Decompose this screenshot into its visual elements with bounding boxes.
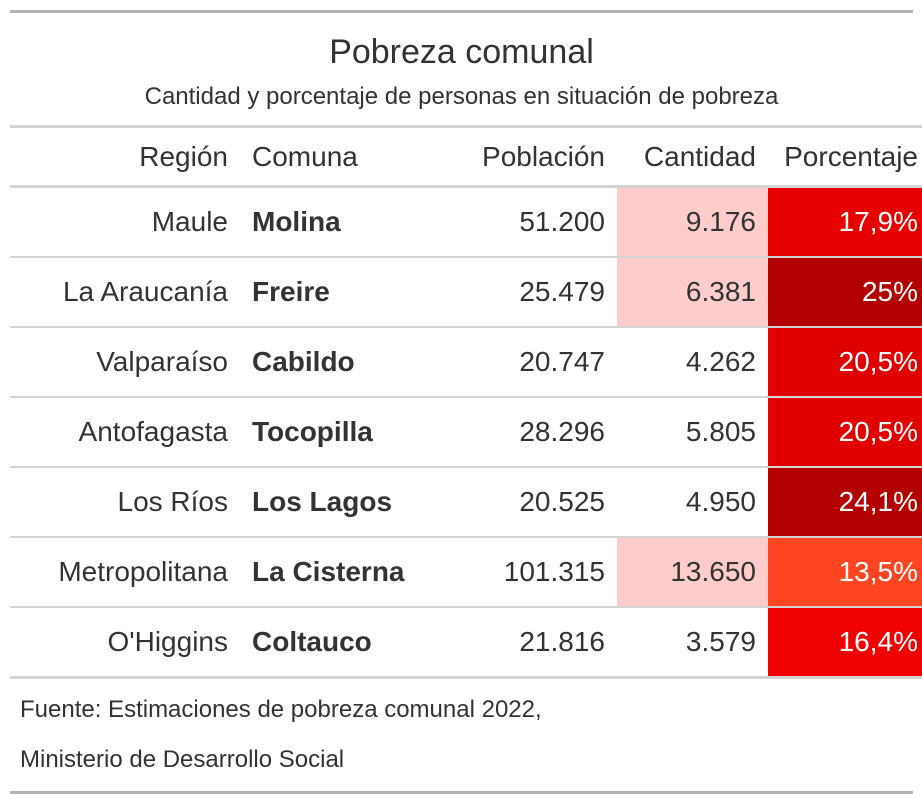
cell-comuna: Los Lagos [240,467,452,538]
cell-region: La Araucanía [10,257,240,328]
cell-comuna: La Cisterna [240,537,452,608]
cell-porcentaje: 24,1% [768,467,922,538]
cell-porcentaje: 17,9% [768,186,922,258]
table-title: Pobreza comunal [329,33,594,71]
cell-region: Metropolitana [10,537,240,608]
cell-cantidad: 3.579 [617,607,768,679]
cell-comuna: Coltauco [240,607,452,679]
cell-porcentaje: 16,4% [768,607,922,679]
cell-region: Valparaíso [10,327,240,398]
cell-poblacion: 21.816 [452,607,617,679]
header-porcentaje: Porcentaje [768,126,922,188]
cell-region: Maule [10,186,240,258]
table-subtitle: Cantidad y porcentaje de personas en sit… [144,83,779,110]
table-row: La Araucanía Freire 25.479 6.381 25% [10,257,922,328]
cell-cantidad: 5.805 [617,397,768,468]
source-note-line-1: Fuente: Estimaciones de pobreza comunal … [20,696,542,723]
cell-cantidad: 4.950 [617,467,768,538]
table-row: Valparaíso Cabildo 20.747 4.262 20,5% [10,327,922,398]
header-row: Región Comuna Población Cantidad Porcent… [10,126,922,188]
cell-poblacion: 101.315 [452,537,617,608]
cell-poblacion: 20.525 [452,467,617,538]
cell-poblacion: 20.747 [452,327,617,398]
cell-comuna: Cabildo [240,327,452,398]
header-cantidad: Cantidad [617,126,768,188]
table-row: Maule Molina 51.200 9.176 17,9% [10,186,922,258]
cell-region: Los Ríos [10,467,240,538]
table-row: Metropolitana La Cisterna 101.315 13.650 13,… [10,537,922,608]
cell-cantidad: 13.650 [617,537,768,608]
cell-porcentaje: 13,5% [768,537,922,608]
table-footer: Fuente: Estimaciones de pobreza comunal … [10,679,913,794]
cell-region: Antofagasta [10,397,240,468]
header-poblacion: Población [452,126,617,188]
cell-cantidad: 9.176 [617,186,768,258]
cell-comuna: Tocopilla [240,397,452,468]
table-row: O'Higgins Coltauco 21.816 3.579 16,4% [10,607,922,679]
cell-poblacion: 25.479 [452,257,617,328]
source-note-line-2: Ministerio de Desarrollo Social [20,746,345,773]
cell-comuna: Molina [240,186,452,258]
table-body: Maule Molina 51.200 9.176 17,9% La Araucanía F… [10,186,922,679]
cell-region: O'Higgins [10,607,240,679]
cell-cantidad: 6.381 [617,257,768,328]
cell-comuna: Freire [240,257,452,328]
header-region: Región [10,126,240,188]
poverty-table: Región Comuna Población Cantidad Porcent… [10,125,922,679]
cell-cantidad: 4.262 [617,327,768,398]
poverty-table-container: Pobreza comunal Cantidad y porcentaje de… [10,10,922,794]
cell-porcentaje: 20,5% [768,327,922,398]
header-comuna: Comuna [240,126,452,188]
table-row: Los Ríos Los Lagos 20.525 4.950 24,1% [10,467,922,538]
cell-poblacion: 28.296 [452,397,617,468]
cell-poblacion: 51.200 [452,186,617,258]
table-row: Antofagasta Tocopilla 28.296 5.805 20,5% [10,397,922,468]
cell-porcentaje: 25% [768,257,922,328]
cell-porcentaje: 20,5% [768,397,922,468]
